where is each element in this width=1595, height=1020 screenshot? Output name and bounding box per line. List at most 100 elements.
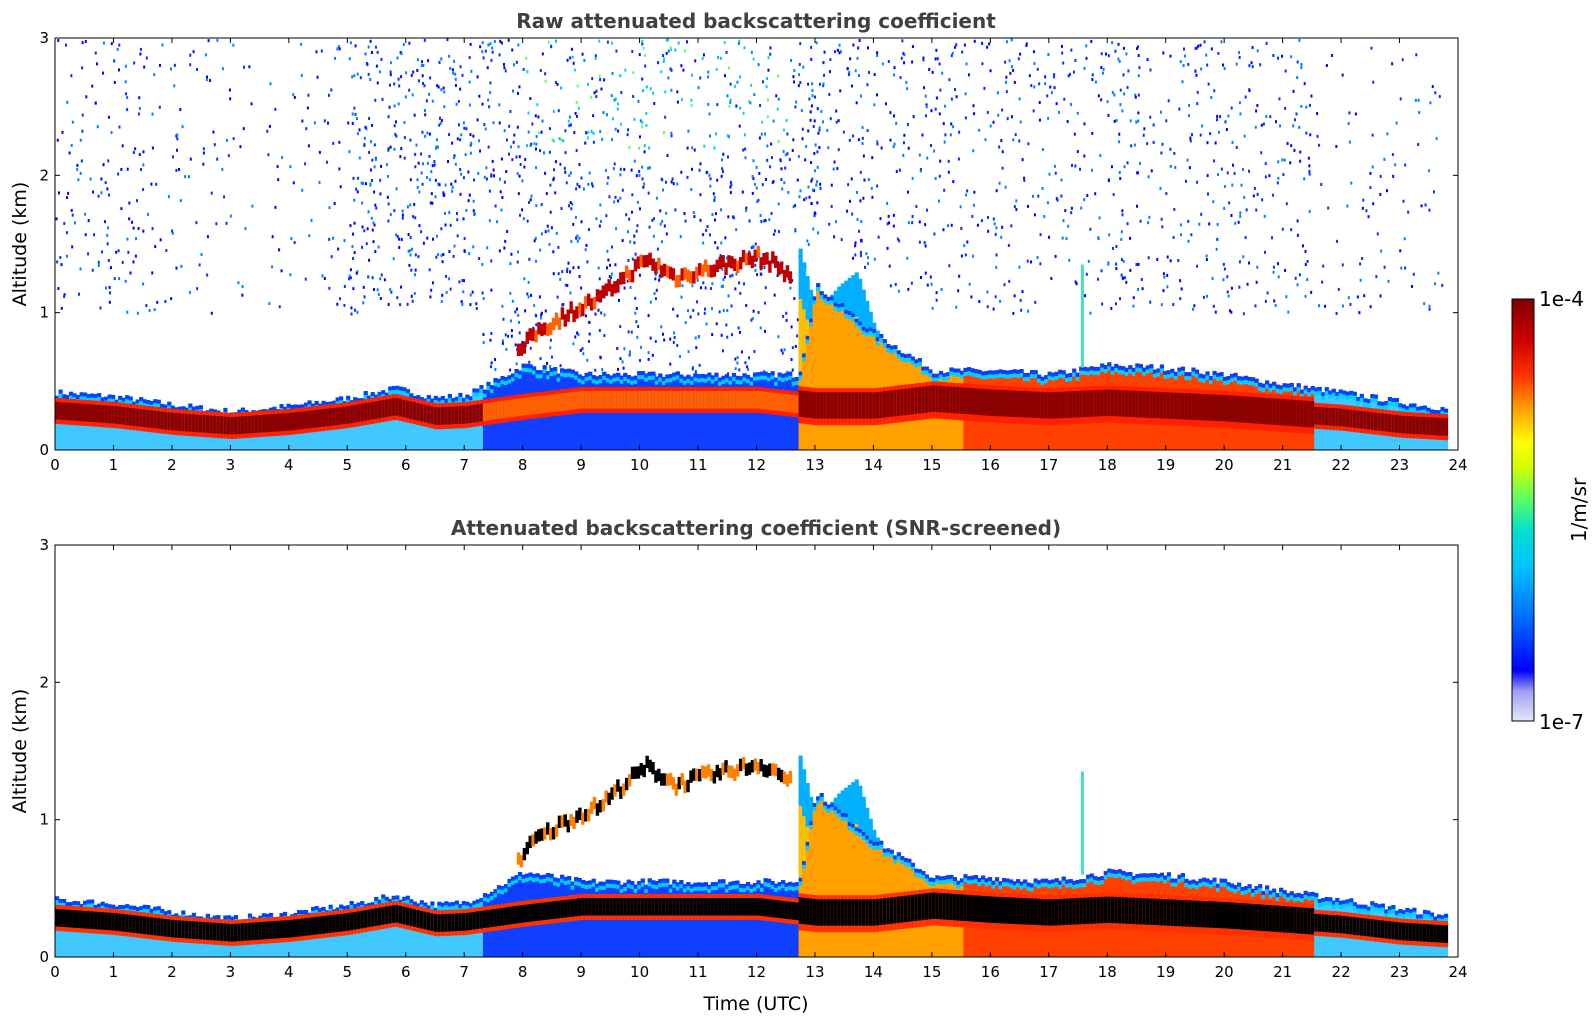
heat-cell bbox=[717, 390, 723, 409]
noise-pixel bbox=[607, 176, 610, 180]
noise-pixel bbox=[1140, 277, 1143, 281]
noise-pixel bbox=[630, 330, 633, 334]
heat-cell bbox=[321, 409, 326, 427]
noise-pixel bbox=[56, 138, 59, 142]
noise-pixel bbox=[540, 203, 543, 207]
noise-pixel bbox=[729, 180, 732, 184]
noise-pixel bbox=[241, 293, 244, 297]
noise-pixel bbox=[431, 99, 434, 103]
noise-pixel bbox=[416, 178, 419, 182]
noise-pixel bbox=[735, 228, 738, 232]
noise-pixel bbox=[828, 92, 831, 96]
noise-pixel bbox=[836, 48, 839, 52]
heat-cell bbox=[861, 392, 866, 419]
noise-pixel bbox=[1283, 158, 1286, 162]
heat-cell bbox=[496, 383, 502, 388]
heat-cell bbox=[543, 322, 547, 335]
noise-pixel bbox=[961, 50, 964, 54]
noise-pixel bbox=[649, 336, 652, 340]
noise-pixel bbox=[411, 93, 414, 97]
heat-cell bbox=[651, 390, 656, 409]
noise-pixel bbox=[665, 211, 668, 215]
heat-cell bbox=[384, 399, 389, 418]
noise-pixel bbox=[1152, 140, 1155, 144]
noise-pixel bbox=[849, 57, 852, 61]
noise-pixel bbox=[210, 311, 213, 315]
noise-pixel bbox=[402, 43, 405, 47]
noise-pixel bbox=[360, 181, 363, 185]
heat-cell bbox=[763, 391, 768, 410]
heat-cell bbox=[812, 296, 817, 301]
heat-cell bbox=[535, 370, 540, 375]
noise-pixel bbox=[362, 285, 365, 289]
noise-pixel bbox=[752, 177, 755, 181]
heat-cell bbox=[1198, 377, 1203, 382]
noise-pixel bbox=[641, 39, 644, 43]
noise-pixel bbox=[829, 117, 832, 121]
heat-cell bbox=[479, 385, 484, 390]
noise-pixel bbox=[720, 284, 723, 288]
noise-pixel bbox=[585, 243, 588, 247]
noise-pixel bbox=[725, 323, 728, 327]
heat-cell bbox=[353, 405, 358, 423]
noise-pixel bbox=[494, 367, 497, 371]
noise-pixel bbox=[145, 304, 148, 308]
heat-cell bbox=[767, 377, 772, 382]
heat-cell bbox=[412, 402, 417, 420]
noise-pixel bbox=[568, 204, 571, 208]
noise-pixel bbox=[859, 254, 862, 258]
noise-pixel bbox=[337, 45, 340, 49]
heat-cell bbox=[872, 322, 877, 330]
noise-pixel bbox=[866, 83, 869, 87]
heat-cell bbox=[1121, 390, 1126, 417]
noise-pixel bbox=[679, 235, 682, 239]
heat-cell bbox=[153, 910, 158, 915]
heat-cell bbox=[521, 363, 526, 368]
noise-pixel bbox=[627, 128, 630, 132]
noise-pixel bbox=[1091, 168, 1094, 172]
heat-cell bbox=[837, 307, 842, 312]
heat-cell bbox=[795, 376, 800, 381]
noise-pixel bbox=[423, 38, 426, 42]
noise-pixel bbox=[548, 242, 551, 246]
noise-pixel bbox=[1230, 286, 1233, 290]
noise-pixel bbox=[842, 130, 845, 134]
noise-pixel bbox=[1187, 62, 1190, 66]
heat-cell bbox=[546, 375, 551, 380]
heat-cell bbox=[458, 397, 463, 402]
noise-pixel bbox=[919, 169, 922, 173]
noise-pixel bbox=[777, 202, 780, 206]
heat-cell bbox=[1300, 400, 1305, 427]
noise-pixel bbox=[716, 55, 719, 59]
noise-pixel bbox=[708, 134, 711, 138]
heat-cell bbox=[1286, 387, 1291, 392]
noise-pixel bbox=[1238, 260, 1241, 264]
heat-cell bbox=[160, 411, 165, 430]
heat-cell bbox=[363, 391, 368, 396]
noise-pixel bbox=[533, 304, 536, 308]
heat-cell bbox=[728, 380, 733, 385]
heat-cell bbox=[963, 372, 968, 377]
heat-cell bbox=[1198, 373, 1203, 378]
noise-pixel bbox=[173, 63, 176, 67]
heat-cell bbox=[665, 378, 670, 383]
noise-pixel bbox=[116, 47, 119, 51]
heat-cell bbox=[1419, 416, 1424, 435]
noise-pixel bbox=[1237, 220, 1240, 224]
heat-cell bbox=[107, 398, 112, 403]
noise-pixel bbox=[147, 212, 150, 216]
noise-pixel bbox=[379, 297, 382, 301]
noise-pixel bbox=[398, 237, 401, 241]
heat-cell bbox=[465, 394, 470, 399]
noise-pixel bbox=[1195, 73, 1198, 77]
noise-pixel bbox=[428, 132, 431, 136]
noise-pixel bbox=[443, 90, 446, 94]
heat-cell bbox=[844, 280, 849, 310]
noise-pixel bbox=[405, 71, 408, 75]
heat-cell bbox=[381, 400, 386, 418]
noise-pixel bbox=[594, 368, 597, 372]
noise-pixel bbox=[388, 83, 391, 87]
heat-cell bbox=[970, 388, 975, 415]
heat-cell bbox=[188, 414, 193, 432]
